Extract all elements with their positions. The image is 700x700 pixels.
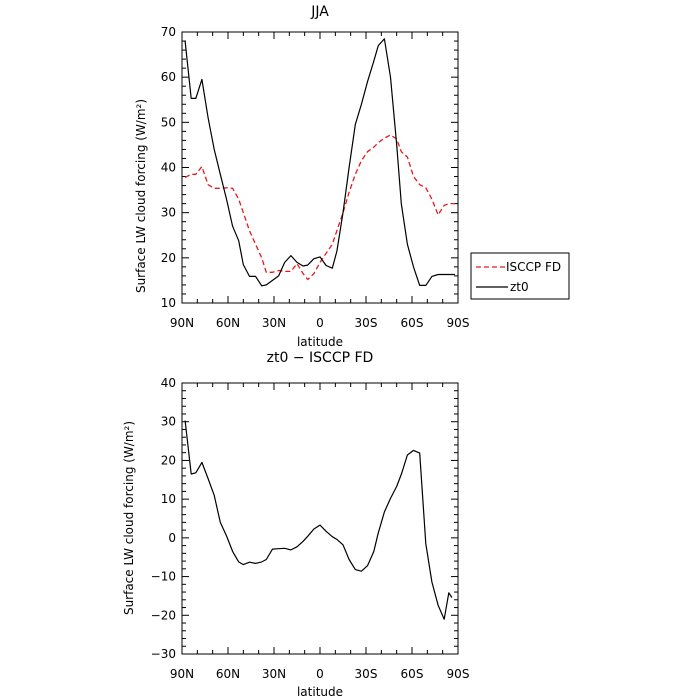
series-line-zt0	[184, 38, 455, 287]
y-tick-label: −10	[151, 570, 176, 584]
chart-title: JJA	[310, 4, 329, 20]
tick-marks	[181, 382, 459, 655]
tick-marks	[181, 31, 459, 304]
panel-difference: zt0 − ISCCP FD 90N 60N 30N 0 30S 60S 90S −30 −2…	[122, 350, 469, 699]
x-tick-label: 0	[316, 667, 324, 681]
x-tick-label: 0	[316, 316, 324, 330]
x-tick-label: 90N	[170, 316, 194, 330]
legend-label-isccp: ISCCP FD	[506, 260, 561, 274]
y-tick-label: −20	[151, 608, 176, 622]
x-tick-labels: 90N 60N 30N 0 30S 60S 90S	[170, 667, 470, 681]
x-tick-label: 90S	[447, 316, 470, 330]
y-tick-label: 40	[161, 161, 176, 175]
plot-frame	[181, 382, 459, 655]
x-tick-label: 90S	[447, 667, 470, 681]
y-tick-label: 60	[161, 70, 176, 84]
legend: ISCCP FD zt0	[470, 252, 570, 300]
y-tick-label: 10	[161, 492, 176, 506]
y-tick-label: 30	[161, 415, 176, 429]
x-axis-label: latitude	[297, 335, 343, 349]
y-tick-label: 30	[161, 206, 176, 220]
x-tick-label: 60S	[401, 316, 424, 330]
y-tick-label: 20	[161, 251, 176, 265]
series-line-difference	[184, 420, 453, 620]
y-axis-label: Surface LW cloud forcing (W/m²)	[134, 99, 148, 293]
chart-title: zt0 − ISCCP FD	[267, 350, 374, 366]
x-tick-label: 60N	[216, 667, 240, 681]
panel-jja: JJA 90N 60N 30N 0 30S 60S 90S 10 20 30 40 50 60 70 l…	[134, 4, 570, 349]
x-tick-label: 30S	[355, 667, 378, 681]
y-tick-label: 40	[161, 376, 176, 390]
x-tick-label: 30N	[262, 667, 286, 681]
x-tick-label: 60N	[216, 316, 240, 330]
y-tick-label: 70	[161, 25, 176, 39]
y-tick-label: 10	[161, 296, 176, 310]
x-tick-label: 60S	[401, 667, 424, 681]
series-group	[184, 38, 455, 287]
x-tick-label: 30S	[355, 316, 378, 330]
plot-frame	[181, 31, 459, 304]
series-group	[184, 420, 453, 620]
y-tick-label: 50	[161, 115, 176, 129]
y-tick-labels: −30 −20 −10 0 10 20 30 40	[151, 376, 176, 661]
y-tick-labels: 10 20 30 40 50 60 70	[161, 25, 176, 310]
x-tick-label: 90N	[170, 667, 194, 681]
x-axis-label: latitude	[297, 685, 343, 699]
series-line-isccp-fd	[184, 134, 455, 281]
y-tick-label: −30	[151, 647, 176, 661]
y-tick-label: 0	[168, 531, 176, 545]
legend-box	[470, 252, 570, 300]
x-tick-label: 30N	[262, 316, 286, 330]
x-tick-labels: 90N 60N 30N 0 30S 60S 90S	[170, 316, 470, 330]
y-tick-label: 20	[161, 453, 176, 467]
y-axis-label: Surface LW cloud forcing (W/m²)	[122, 421, 136, 615]
legend-label-zt0: zt0	[510, 280, 529, 294]
